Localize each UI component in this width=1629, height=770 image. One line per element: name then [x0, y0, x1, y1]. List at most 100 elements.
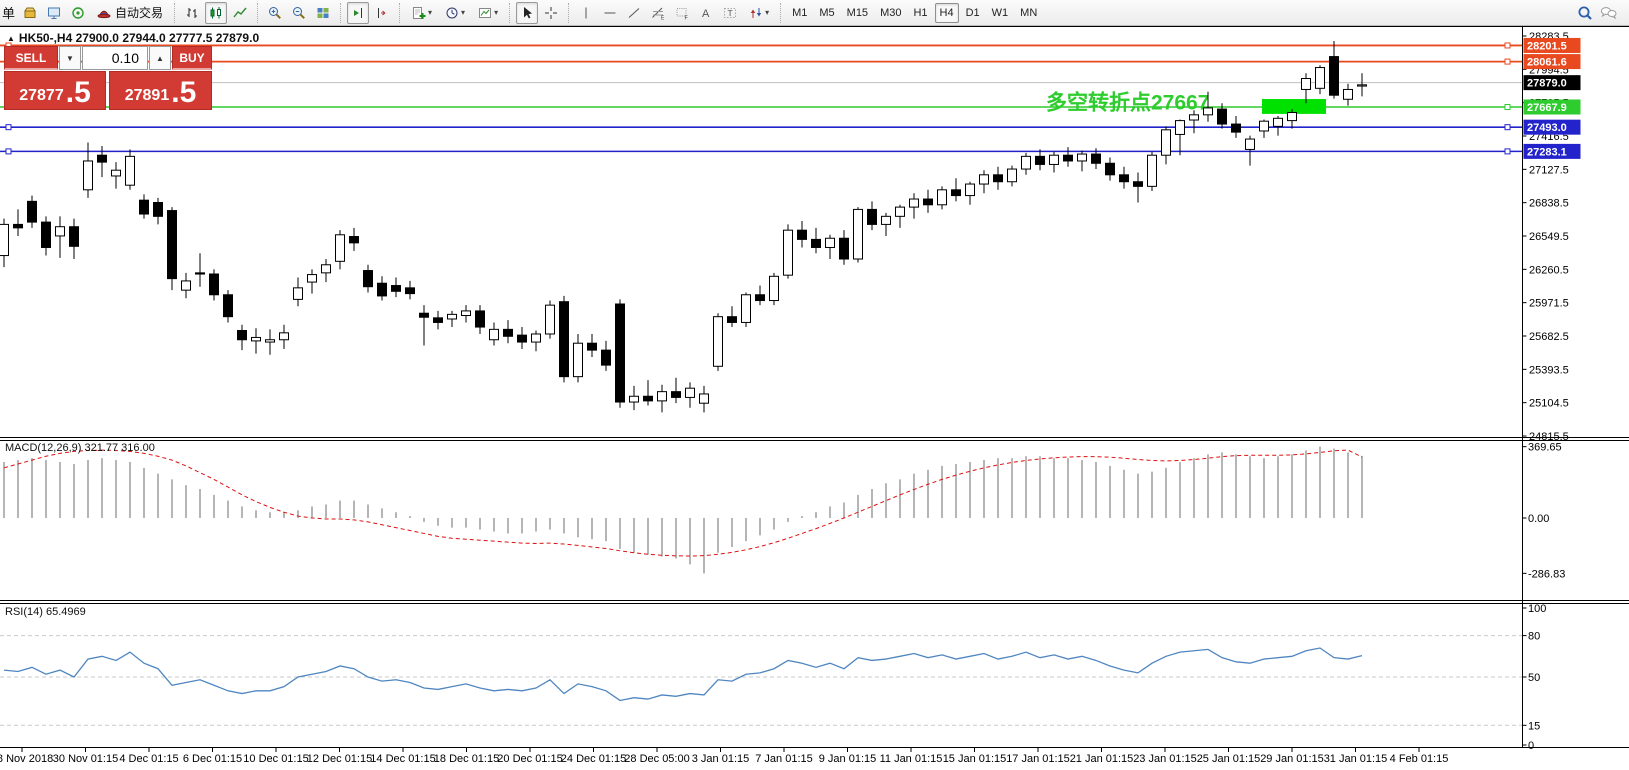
candlestick-chart-button[interactable] [205, 1, 228, 24]
tile-windows-button[interactable] [312, 2, 334, 24]
collapse-arrow-icon[interactable]: ▲ [7, 33, 15, 43]
trendline-button[interactable] [623, 2, 645, 24]
chart-title-text: HK50-,H4 27900.0 27944.0 27777.5 27879.0 [18, 31, 260, 45]
time-axis-label: 24 Dec 01:15 [561, 753, 626, 765]
trendline-icon [628, 7, 640, 18]
line-handle[interactable] [1504, 124, 1511, 131]
candlestick [41, 221, 51, 248]
timeframe-button-m5[interactable]: M5 [814, 3, 839, 23]
rsi-line [3, 647, 1363, 702]
line-chart-button[interactable] [229, 2, 251, 24]
timeframe-button-w1[interactable]: W1 [987, 3, 1014, 23]
text-label-button[interactable]: T [719, 2, 741, 24]
auto-scroll-button[interactable] [347, 1, 370, 24]
signal-button[interactable] [67, 2, 89, 24]
buy-button[interactable]: BUY [172, 46, 212, 70]
candlestick [0, 223, 9, 257]
line-handle[interactable] [1504, 58, 1511, 65]
buy-price-button[interactable]: 27891 .5 [109, 71, 212, 110]
indicators-button[interactable]: ▾ [406, 2, 437, 24]
price-axis-label: 25104.5 [1529, 398, 1569, 410]
time-axis-label: 11 Jan 01:15 [880, 753, 943, 765]
timeframe-button-m1[interactable]: M1 [787, 3, 812, 23]
candlestick [1245, 138, 1255, 150]
timeframe-button-mn[interactable]: MN [1015, 3, 1042, 23]
candlestick-chart-icon [210, 6, 222, 18]
macd-axis-label: 369.65 [1528, 442, 1562, 454]
time-axis-label: 29 Jan 01:15 [1260, 753, 1324, 765]
chart-shift-button[interactable] [371, 2, 393, 24]
line-handle[interactable] [1504, 104, 1511, 111]
new-order-button[interactable] [19, 2, 41, 24]
buy-price-main: 27891 [124, 87, 170, 104]
annotation-text[interactable]: 多空转折点27667 [1046, 91, 1209, 115]
rsi-axis-label: 50 [1528, 672, 1540, 684]
timeframe-button-d1[interactable]: D1 [961, 3, 985, 23]
candlestick [1189, 114, 1199, 121]
vertical-line-button[interactable] [575, 2, 597, 24]
volume-input[interactable] [82, 46, 148, 70]
candlestick [419, 312, 429, 318]
candlestick [979, 174, 989, 185]
autotrading-button[interactable]: 自动交易 [91, 2, 168, 24]
candlestick [951, 189, 961, 197]
highlight-rectangle[interactable] [1262, 99, 1326, 114]
text-button[interactable]: A [695, 2, 717, 24]
timeframe-button-h4[interactable]: H4 [934, 2, 959, 23]
time-axis-label: 28 Nov 2018 [0, 753, 53, 765]
candlestick [461, 310, 471, 317]
candlestick [755, 294, 765, 302]
monitor-icon [48, 7, 61, 19]
price-badge-label: 27493.0 [1527, 122, 1567, 134]
sell-price-button[interactable]: 27877 .5 [4, 71, 106, 110]
candlestick [1119, 174, 1129, 183]
arrows-button[interactable]: ▾ [743, 2, 774, 24]
candlestick [111, 169, 121, 177]
grid-icon: F [676, 7, 689, 21]
templates-button[interactable]: ▾ [472, 2, 503, 24]
zoom-out-button[interactable] [288, 2, 310, 24]
volume-decrease-button[interactable]: ▼ [59, 46, 81, 70]
candlestick [559, 301, 569, 378]
search-button[interactable] [1574, 2, 1596, 24]
vertical-line-icon [585, 7, 587, 18]
line-handle[interactable] [1504, 148, 1511, 155]
volume-increase-button[interactable]: ▲ [149, 46, 171, 70]
candlestick [881, 215, 891, 225]
fibonacci-button[interactable]: E [647, 2, 669, 24]
sell-button[interactable]: SELL [4, 46, 58, 70]
time-axis-label: 20 Dec 01:15 [497, 753, 562, 765]
time-axis-label: 10 Dec 01:15 [243, 753, 308, 765]
candlestick [1035, 155, 1045, 165]
line-handle[interactable] [5, 124, 12, 131]
horizontal-line-button[interactable] [599, 2, 621, 24]
zoom-in-button[interactable] [264, 2, 286, 24]
timeframe-button-m30[interactable]: M30 [875, 3, 906, 23]
market-watch-button[interactable] [43, 2, 65, 24]
line-handle[interactable] [5, 148, 12, 155]
rsi-axis-label: 80 [1528, 631, 1540, 643]
fibonacci-icon: E [652, 7, 665, 21]
candlestick [1105, 162, 1115, 176]
text-a-icon: A [702, 8, 710, 20]
dropdown-caret-icon: ▾ [428, 8, 433, 17]
price-badge [1523, 119, 1581, 135]
crosshair-button[interactable] [540, 2, 562, 24]
time-axis-label: 4 Dec 01:15 [119, 753, 178, 765]
cursor-button[interactable] [516, 1, 539, 24]
timeframe-button-m15[interactable]: M15 [842, 3, 873, 23]
chart-canvas[interactable]: 多空转折点2766728283.527994.527705.527416.527… [0, 26, 1629, 770]
timeframe-button-h1[interactable]: H1 [908, 3, 932, 23]
toolbar-left-label: 单 [2, 6, 16, 21]
candlestick [195, 272, 205, 275]
bar-chart-button[interactable] [181, 2, 203, 24]
line-handle[interactable] [1504, 42, 1511, 49]
grid-button[interactable]: F [671, 2, 693, 24]
periods-button[interactable]: ▾ [439, 2, 470, 24]
candlestick [1343, 88, 1353, 100]
price-badge-label: 27283.1 [1527, 146, 1567, 158]
sell-price-fraction: .5 [65, 76, 91, 109]
chat-button[interactable] [1598, 2, 1620, 24]
time-axis-label: 14 Dec 01:15 [370, 753, 435, 765]
candlestick [503, 328, 513, 337]
